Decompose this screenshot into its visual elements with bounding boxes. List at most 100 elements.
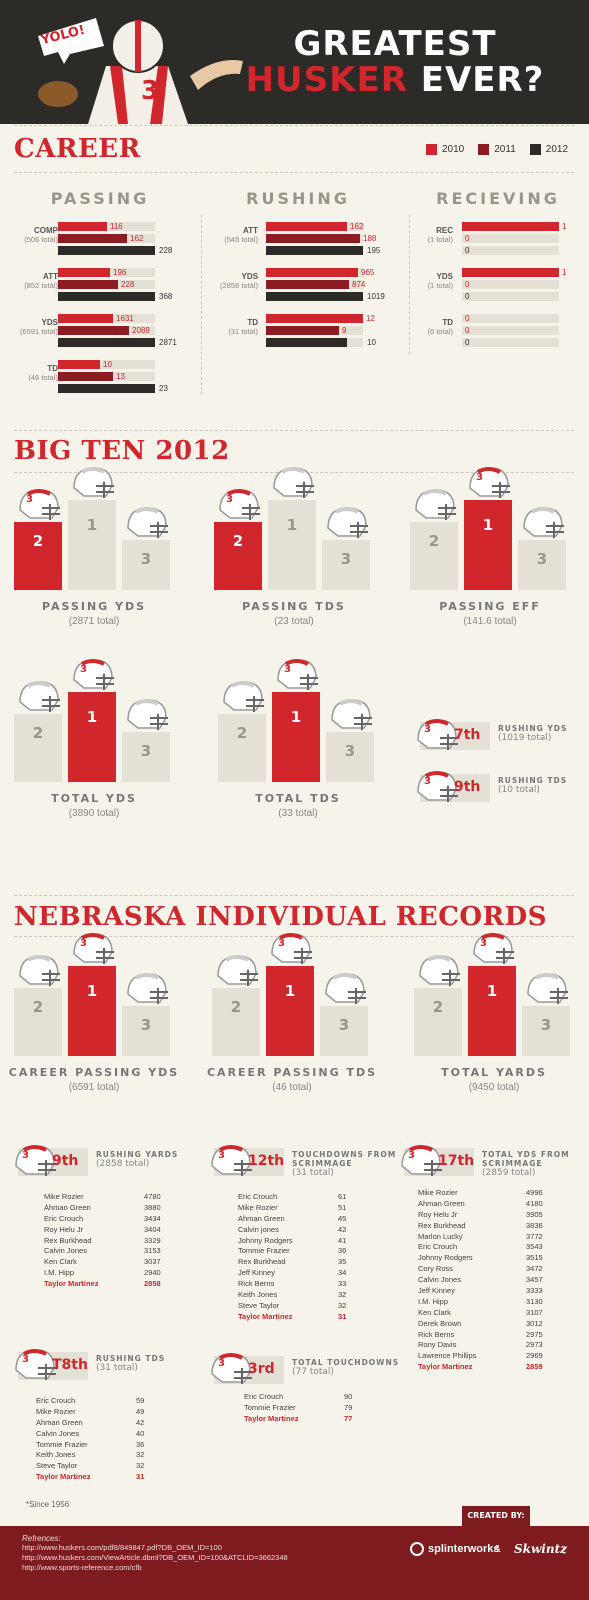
rank-value: 17th: [438, 1153, 475, 1169]
record-value: 3905: [526, 1209, 543, 1219]
record-value: 31: [136, 1472, 145, 1482]
record-row: Tommie Frazier 79: [244, 1403, 352, 1414]
record-value: 41: [338, 1235, 347, 1245]
ref-link[interactable]: http://www.sports-reference.com/cfb: [22, 1563, 142, 1572]
bar-track: 13: [58, 372, 155, 381]
record-value: 3434: [144, 1213, 161, 1223]
splinterworks-logo-icon: [410, 1542, 424, 1556]
husker-helmet-icon: 3: [219, 489, 260, 520]
podium-step: 3: [122, 732, 170, 782]
record-row: Eric Crouch 90: [244, 1392, 352, 1403]
record-row: Ahman Green 4180: [418, 1199, 543, 1210]
rank-label-sub: (2858 total): [96, 1159, 150, 1169]
podium-step: 1: [268, 500, 316, 590]
legend-swatch: [478, 144, 490, 155]
record-row: Taylor Martinez 2859: [418, 1362, 543, 1373]
career-row-label: COMP (506 total): [10, 226, 58, 244]
record-name: Taylor Martinez: [244, 1413, 299, 1423]
ref-link[interactable]: http://www.huskers.com/pdf8/849847.pdf?D…: [22, 1543, 222, 1552]
bar-track: 2089: [58, 326, 155, 335]
career-row-label: TD (46 total): [10, 364, 58, 382]
record-name: Rex Burkhead: [238, 1257, 286, 1267]
podium-sub: (3890 total): [68, 808, 120, 819]
rank-label-text: RUSHING TDS: [498, 776, 568, 785]
heading-passing: PASSING: [50, 189, 150, 208]
ref-link[interactable]: http://www.huskers.com/ViewArticle.dbml?…: [22, 1553, 288, 1562]
rank-label: RUSHING TDS (31 total): [96, 1354, 206, 1373]
svg-text:3: 3: [218, 1150, 225, 1161]
rank-label-sub: (77 total): [292, 1367, 334, 1377]
refs-list: http://www.huskers.com/pdf8/849847.pdf?D…: [22, 1543, 288, 1573]
bar-value: 188: [363, 234, 377, 243]
jersey-number: 3: [140, 76, 160, 106]
rank-value: 9th: [52, 1153, 79, 1169]
record-row: Rex Burkhead 3836: [418, 1221, 543, 1232]
heading-receiving: RECIEVING: [436, 189, 560, 208]
record-value: 33: [338, 1279, 347, 1289]
rank-label: TOTAL TOUCHDOWNS (77 total): [292, 1358, 402, 1377]
rank-badge: 3 7th: [417, 719, 490, 750]
record-row: Mike Rozier 4996: [418, 1188, 543, 1199]
record-name: Calvin Jones: [418, 1275, 461, 1285]
husker-helmet-icon: 3: [19, 489, 60, 520]
record-row: Taylor Martinez 31: [36, 1472, 144, 1483]
record-name: Rick Berns: [238, 1279, 275, 1289]
record-value: 3130: [526, 1296, 543, 1306]
record-name: Ahman Green: [418, 1198, 465, 1208]
row-sub: (545 total): [224, 235, 258, 244]
career-bar-receiving: [462, 222, 559, 231]
bar-track: 1: [462, 268, 566, 277]
record-value: 2940: [144, 1268, 161, 1278]
refs-title: Refrences:: [22, 1534, 61, 1543]
helmet-icon: [331, 699, 372, 730]
career-bar-rushing: [266, 280, 349, 289]
podium-step: 2: [410, 522, 458, 590]
helmet-icon: [73, 467, 114, 498]
career-bar-passing: [58, 372, 113, 381]
career-bar-passing: [58, 384, 155, 393]
record-row: Ahman Green 42: [36, 1418, 144, 1429]
title-line-2: HUSKER EVER?: [230, 60, 560, 100]
svg-text:3: 3: [278, 938, 285, 949]
title-line-1: GREATEST: [293, 24, 497, 64]
record-row: Rex Burkhead 35: [238, 1257, 346, 1268]
bar-value: 0: [465, 326, 470, 335]
record-value: 2969: [526, 1351, 543, 1361]
bar-track: 874: [266, 280, 365, 289]
football-icon: [38, 81, 78, 107]
podium: 2 1 3 3 CAREER PASSING YDS (6591 total): [9, 933, 177, 1096]
record-row: Steve Taylor 32: [238, 1301, 346, 1312]
record-name: Mike Rozier: [36, 1406, 76, 1416]
record-row: Taylor Martinez 77: [244, 1414, 352, 1425]
helmet-icon: [415, 489, 456, 520]
record-name: Cory Ross: [418, 1264, 454, 1274]
career-bar-rushing: [266, 246, 363, 255]
rank-label-sub: (2859 total): [482, 1168, 536, 1178]
brand-skwintz[interactable]: Skwintz: [514, 1542, 567, 1556]
bar-track: 368: [58, 292, 172, 301]
record-row: Tommie Frazier 36: [36, 1440, 144, 1451]
record-value: 3012: [526, 1318, 543, 1328]
bar-track: 12: [266, 314, 375, 323]
record-name: Taylor Martinez: [238, 1311, 293, 1321]
svg-text:3: 3: [22, 1354, 29, 1365]
bar-value: 228: [121, 280, 135, 289]
record-name: Tommie Frazier: [244, 1402, 296, 1412]
husker-helmet-icon: 3: [417, 771, 458, 802]
podium-sub: (46 total): [272, 1082, 312, 1093]
legend-swatch: [426, 144, 437, 155]
rank-value: 3rd: [248, 1361, 275, 1377]
record-value: 36: [136, 1439, 145, 1449]
bar-value: 0: [465, 234, 470, 243]
record-name: Rony Davis: [418, 1340, 457, 1350]
record-table: Eric Crouch 61 Mike Rozier 51 Ahman Green 45 C…: [238, 1192, 346, 1323]
career-row-label: ATT (852 total): [10, 272, 58, 290]
record-table: Mike Rozier 4780 Ahman Green 3880 Eric Crouc…: [44, 1192, 161, 1290]
podium-step: 1: [68, 500, 116, 590]
legend-item: 2010: [426, 144, 464, 155]
rank-badge: 3 3rd: [211, 1353, 284, 1384]
brand-splinterworks[interactable]: splinterworks: [428, 1543, 500, 1555]
record-value: 3836: [526, 1220, 543, 1230]
svg-text:3: 3: [226, 494, 233, 505]
bar-track: 23: [58, 384, 168, 393]
